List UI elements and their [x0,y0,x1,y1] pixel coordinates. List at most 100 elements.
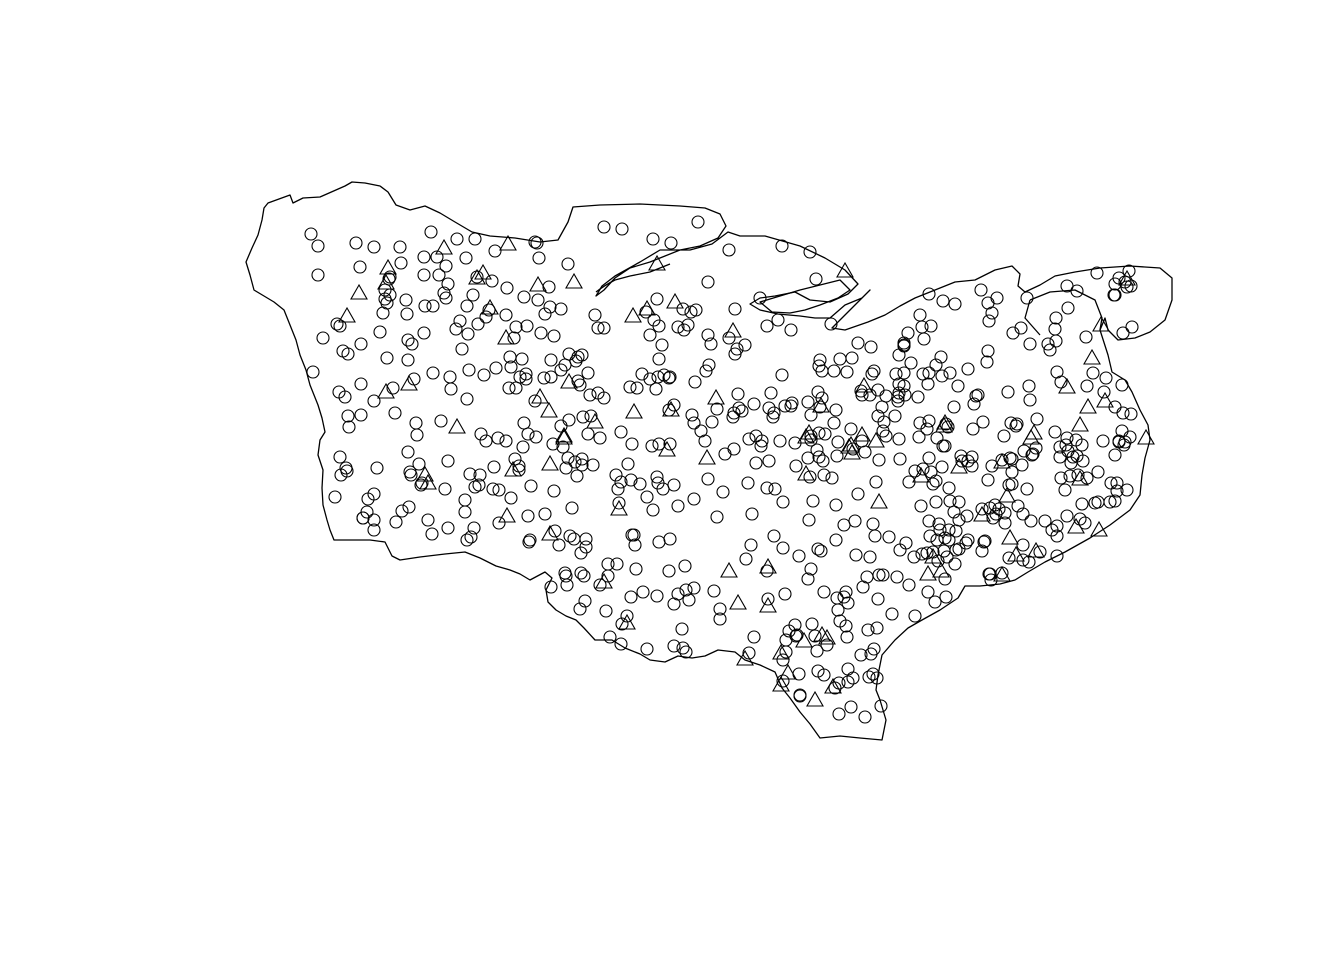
estuary-channel [595,263,671,293]
site-marker-circle [701,275,715,289]
site-marker-circle [817,668,831,682]
site-marker-circle [306,365,320,379]
site-marker-circle [1063,469,1077,483]
site-marker-circle [441,454,455,468]
site-marker-circle [578,594,592,608]
site-marker-triangle [1067,517,1085,534]
site-marker-circle [611,482,625,496]
site-marker-circle [817,468,831,482]
site-marker-circle [804,429,818,443]
site-marker-circle [687,492,701,506]
site-marker-circle [929,474,943,488]
site-marker-circle [1048,322,1062,336]
site-marker-circle [789,459,803,473]
site-marker-circle [394,256,408,270]
site-marker-circle [921,585,935,599]
site-marker-circle [520,319,534,333]
site-marker-circle [901,326,915,340]
site-marker-circle [802,513,816,527]
site-marker-circle [778,399,792,413]
site-marker-circle [508,452,522,466]
site-marker-circle [443,370,457,384]
site-marker-triangle [499,234,517,251]
site-marker-circle [701,472,715,486]
site-marker-circle [861,623,875,637]
site-marker-circle [378,283,392,297]
site-marker-circle [926,545,940,559]
site-marker-circle [727,406,741,420]
site-marker-circle [629,562,643,576]
site-marker-circle [920,422,934,436]
site-marker-circle [524,479,538,493]
site-marker-circle [874,699,888,713]
site-marker-circle [722,331,736,345]
site-marker-circle [528,235,542,249]
site-marker-circle [1123,430,1137,444]
site-marker-circle [767,529,781,543]
site-marker-circle [854,384,868,398]
site-marker-circle [848,514,862,528]
site-marker-circle [554,419,568,433]
site-marker-triangle [541,524,559,541]
site-marker-circle [636,585,650,599]
site-marker-circle [1049,334,1063,348]
site-marker-circle [530,236,544,250]
site-marker-circle [980,355,994,369]
site-marker-circle [912,430,926,444]
site-marker-circle [367,513,381,527]
site-marker-circle [421,513,435,527]
site-marker-circle [812,359,826,373]
site-marker-triangle [1092,315,1110,332]
site-marker-circle [639,305,653,319]
site-marker-circle [898,388,912,402]
site-marker-triangle [698,448,716,465]
site-marker-triangle [919,564,937,581]
site-marker-circle [718,447,732,461]
site-marker-triangle [560,372,578,389]
site-marker-circle [561,257,575,271]
site-marker-triangle [772,643,790,660]
site-marker-circle [782,624,796,638]
site-marker-circle [1108,448,1122,462]
site-marker-circle [338,390,352,404]
site-marker-circle [380,351,394,365]
site-marker-circle [947,400,961,414]
site-marker-circle [612,496,626,510]
site-marker-triangle [419,473,437,490]
site-marker-circle [776,653,790,667]
site-marker-triangle [1090,520,1108,537]
site-marker-circle [849,548,863,562]
site-marker-circle [951,379,965,393]
site-marker-circle [675,622,689,636]
site-marker-circle [867,364,881,378]
site-marker-circle [1091,465,1105,479]
site-marker-circle [401,333,415,347]
site-marker-circle [460,533,474,547]
site-marker-circle [892,348,906,362]
site-marker-circle [402,500,416,514]
site-marker-circle [942,481,956,495]
site-marker-circle [827,416,841,430]
site-marker-circle [744,538,758,552]
site-marker-circle [677,323,691,337]
site-marker-circle [614,425,628,439]
site-marker-circle [558,566,572,580]
site-marker-circle [640,490,654,504]
site-marker-circle [829,498,843,512]
site-marker-circle [855,388,869,402]
site-marker-circle [664,236,678,250]
site-marker-circle [502,381,516,395]
site-marker-circle [516,440,530,454]
site-marker-circle [829,533,843,547]
site-marker-circle [417,326,431,340]
site-marker-circle [662,403,676,417]
site-marker-circle [417,250,431,264]
site-marker-circle [913,308,927,322]
site-marker-circle [939,590,953,604]
site-marker-circle [593,578,607,592]
site-marker-circle [809,272,823,286]
site-marker-circle [753,291,767,305]
site-marker-circle [556,440,570,454]
site-marker-circle [544,370,558,384]
site-marker-circle [410,428,424,442]
